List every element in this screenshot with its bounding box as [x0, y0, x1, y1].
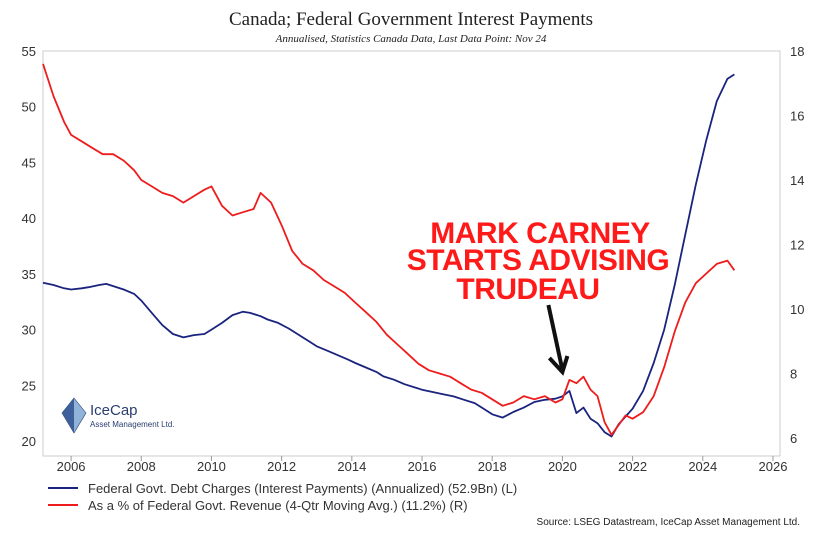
series-layer — [42, 63, 736, 438]
legend-label-revenue: As a % of Federal Govt. Revenue (4-Qtr M… — [88, 498, 468, 513]
chart-subtitle: Annualised, Statistics Canada Data, Last… — [275, 33, 547, 45]
right-axis-ticks: 6 8 10 12 14 16 18 — [790, 44, 804, 446]
x-tick-label: 2006 — [57, 459, 86, 474]
logo-sub: Asset Management Ltd. — [90, 420, 175, 429]
chart-title: Canada; Federal Government Interest Paym… — [229, 9, 593, 30]
right-tick-label: 16 — [790, 109, 804, 124]
x-tick-label: 2016 — [408, 459, 437, 474]
annotation-arrow-head — [547, 355, 570, 376]
x-tick-label: 2024 — [688, 459, 717, 474]
series-line-pct-revenue — [42, 63, 736, 436]
logo-name: IceCap — [90, 402, 138, 419]
right-tick-label: 12 — [790, 238, 804, 253]
x-axis-ticks: 2006 2008 2010 2012 2014 2016 2018 2020 2022 2024… — [57, 456, 788, 474]
right-tick-label: 10 — [790, 302, 804, 317]
x-tick-label: 2022 — [618, 459, 647, 474]
annotation: MARK CARNEY STARTS ADVISING TRUDEAU — [407, 217, 670, 376]
left-tick-label: 40 — [22, 211, 36, 226]
x-tick-label: 2008 — [127, 459, 156, 474]
x-tick-label: 2012 — [267, 459, 296, 474]
right-tick-label: 18 — [790, 44, 804, 59]
icecap-logo: IceCap Asset Management Ltd. — [61, 397, 175, 434]
x-tick-label: 2020 — [548, 459, 577, 474]
right-tick-label: 8 — [790, 367, 797, 382]
annotation-arrow — [546, 304, 565, 371]
left-tick-label: 55 — [22, 44, 36, 59]
legend: Federal Govt. Debt Charges (Interest Pay… — [48, 481, 517, 513]
left-tick-label: 35 — [22, 267, 36, 282]
x-tick-label: 2010 — [197, 459, 226, 474]
source-note: Source: LSEG Datastream, IceCap Asset Ma… — [537, 517, 800, 528]
annotation-line-2: STARTS ADVISING — [407, 244, 670, 277]
x-tick-label: 2014 — [337, 459, 366, 474]
legend-label-debt: Federal Govt. Debt Charges (Interest Pay… — [88, 481, 517, 496]
plot-frame — [42, 50, 781, 457]
annotation-line-1: MARK CARNEY — [430, 217, 650, 250]
left-tick-label: 45 — [22, 155, 36, 170]
left-tick-label: 30 — [22, 323, 36, 338]
x-tick-label: 2026 — [759, 459, 788, 474]
right-tick-label: 14 — [790, 173, 804, 188]
logo-diamond-facet — [62, 398, 74, 433]
annotation-line-3: TRUDEAU — [456, 273, 599, 306]
left-tick-label: 25 — [22, 378, 36, 393]
right-tick-label: 6 — [790, 431, 797, 446]
left-axis-ticks: 20 25 30 35 40 45 50 55 — [22, 44, 36, 449]
x-tick-label: 2018 — [478, 459, 507, 474]
left-tick-label: 50 — [22, 100, 36, 115]
left-tick-label: 20 — [22, 434, 36, 449]
